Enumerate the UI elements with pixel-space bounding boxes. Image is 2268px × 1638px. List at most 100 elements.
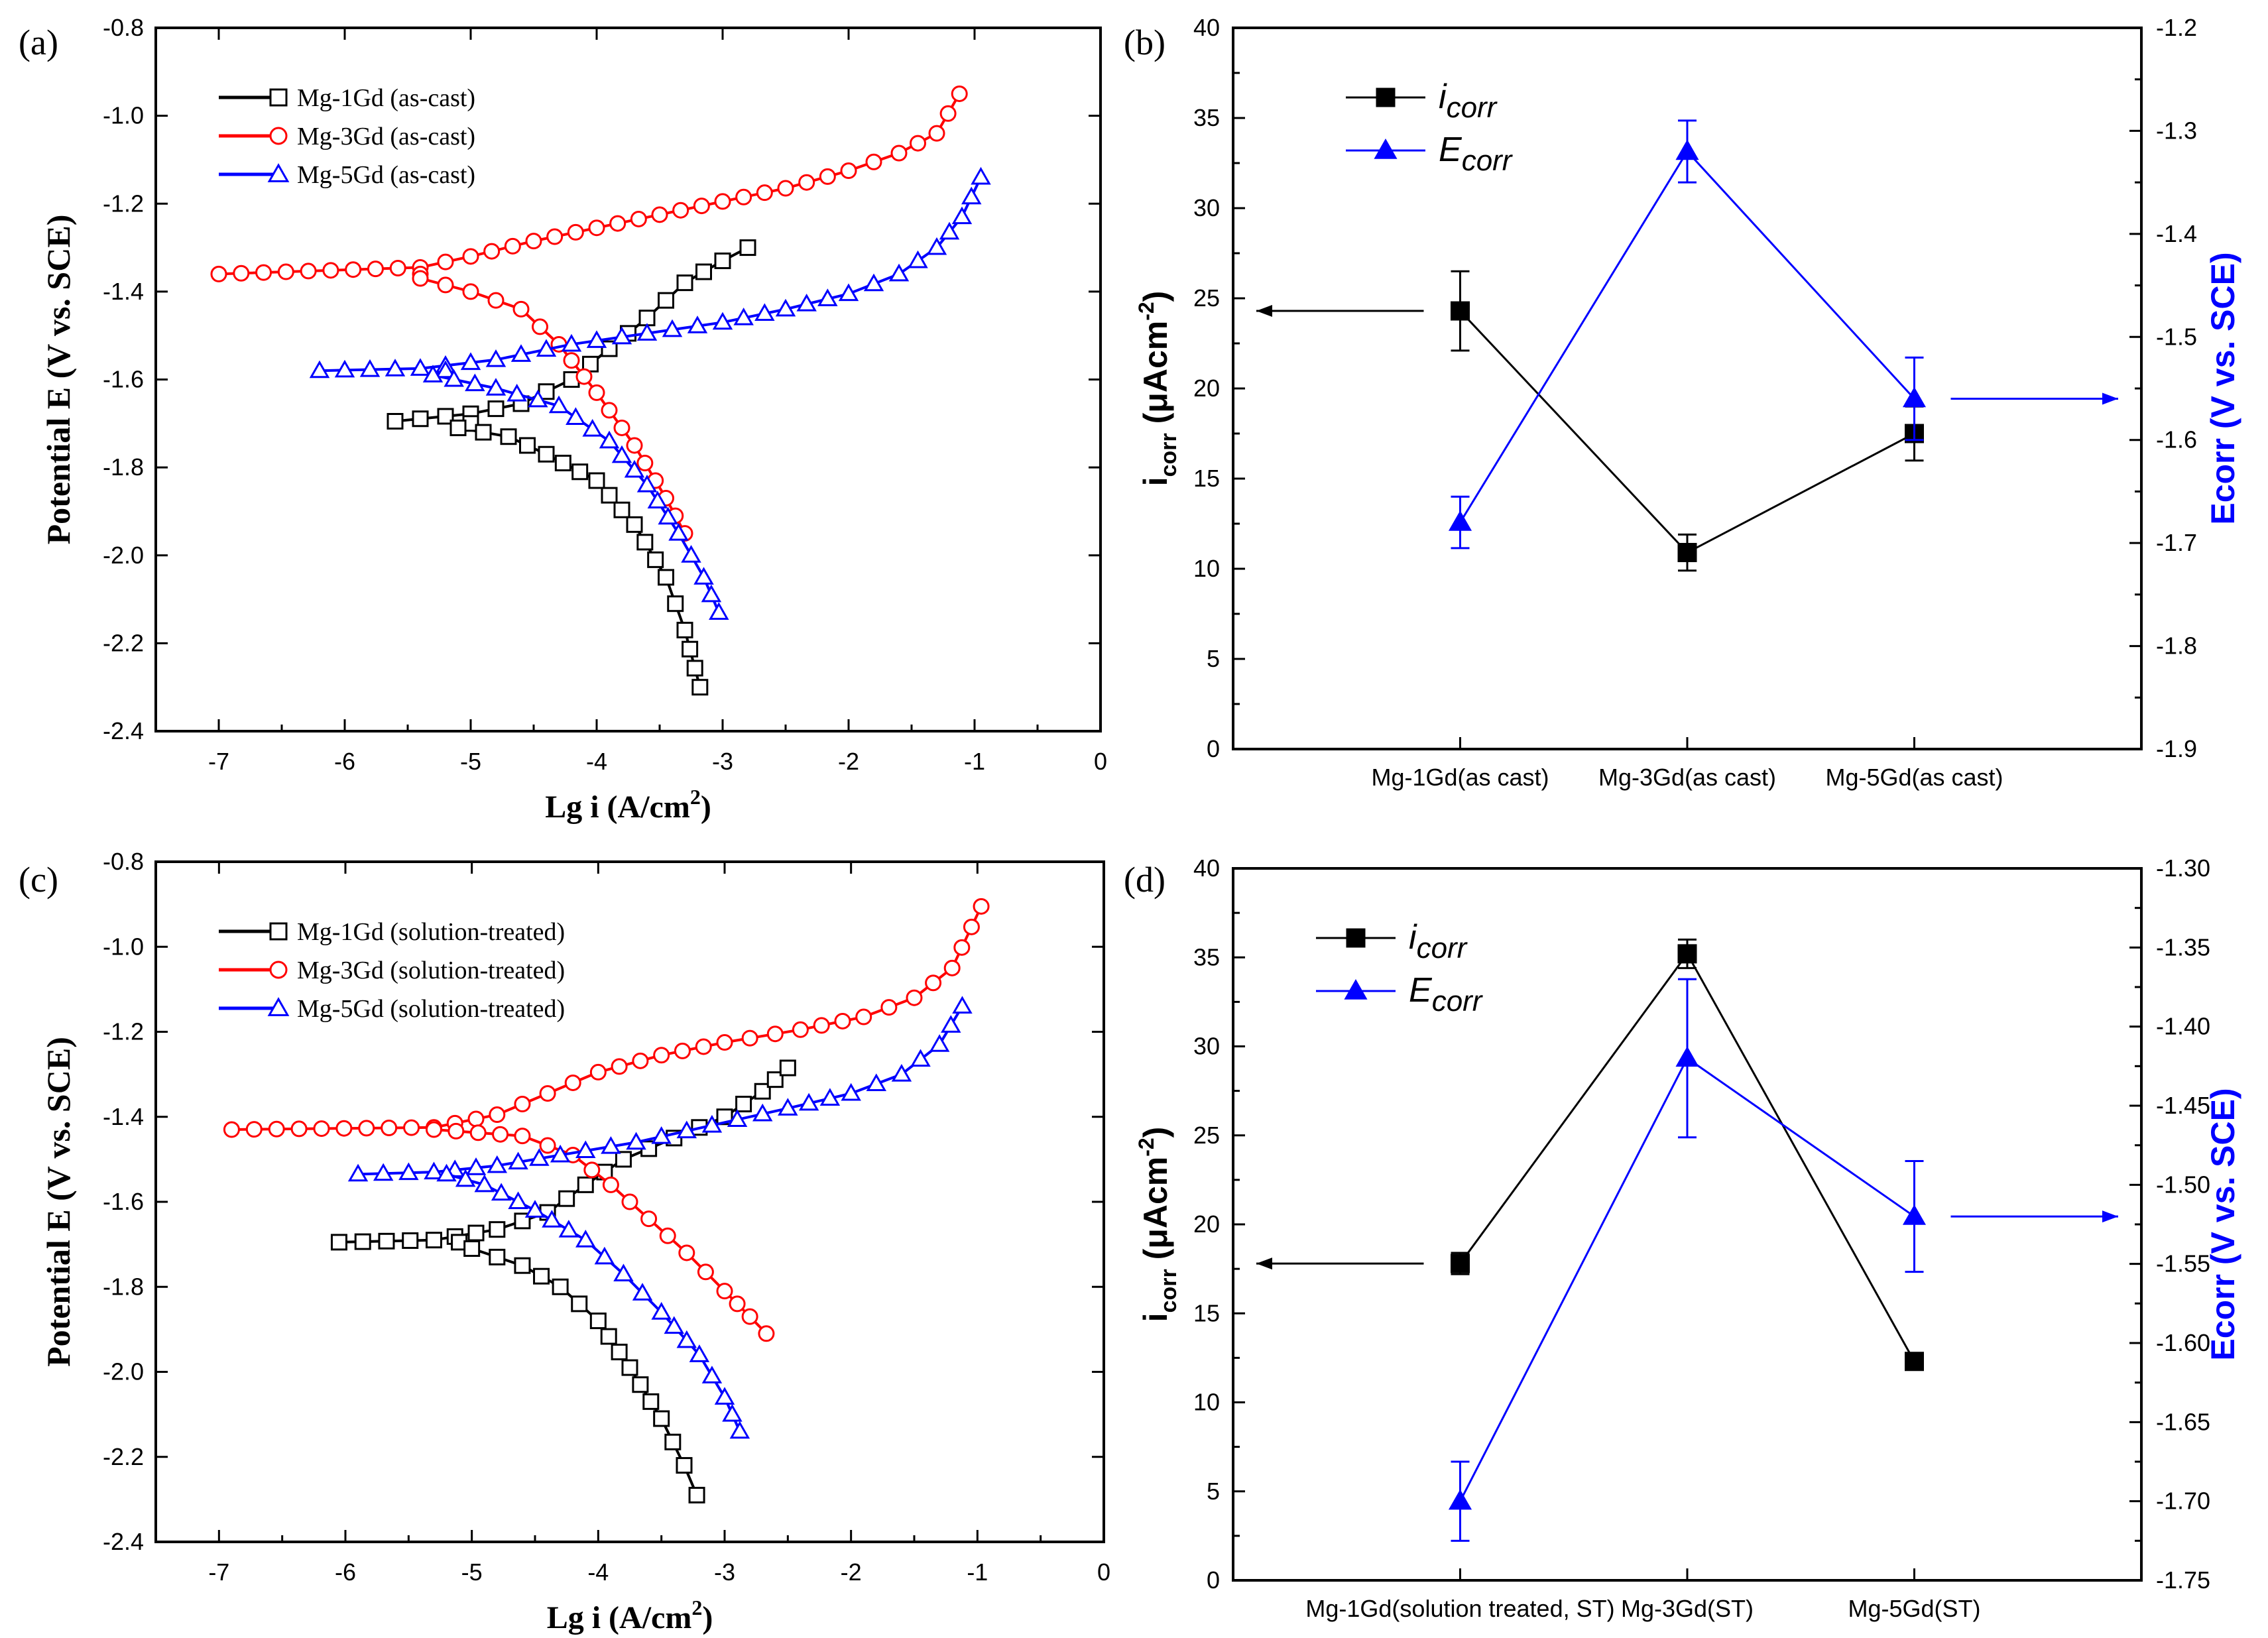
y-right-tick-label: -1.75 <box>2156 1566 2210 1594</box>
data-point <box>529 1148 550 1166</box>
data-point <box>973 898 990 915</box>
data-point <box>487 1155 508 1173</box>
data-point <box>233 264 250 282</box>
x-axis-label: Lg i (A/cm2) <box>547 1596 713 1635</box>
data-point <box>939 221 960 240</box>
legend-label-sub: corr <box>1432 985 1484 1018</box>
data-point <box>766 1071 784 1088</box>
data-point <box>676 621 693 638</box>
data-point <box>640 1210 658 1228</box>
data-point <box>589 1063 607 1081</box>
data-point <box>1451 301 1470 321</box>
data-point <box>474 1174 495 1193</box>
y-right-tick-label: -1.9 <box>2156 735 2197 762</box>
data-point <box>865 153 882 170</box>
series-2 <box>347 996 973 1439</box>
data-point <box>682 640 699 658</box>
x-tick-label: -1 <box>967 1558 988 1586</box>
y-right-tick-label: -1.7 <box>2156 529 2197 556</box>
axis-arrow-head <box>2102 392 2118 405</box>
data-point <box>697 1263 714 1281</box>
data-point <box>676 1120 697 1139</box>
y-right-tick-label: -1.65 <box>2156 1408 2210 1435</box>
panel-label: (c) <box>19 860 58 900</box>
data-point <box>709 602 729 620</box>
legend-marker <box>1374 139 1398 159</box>
series-1 <box>223 898 990 1342</box>
data-point <box>1905 1352 1924 1372</box>
data-point <box>866 1073 887 1092</box>
data-point <box>662 319 683 337</box>
data-point <box>1677 944 1697 964</box>
data-point <box>672 202 689 219</box>
data-point <box>735 188 752 205</box>
data-point <box>589 1313 607 1330</box>
y-left-tick-label: 0 <box>1207 735 1220 762</box>
y-left-tick-label: 15 <box>1193 465 1220 492</box>
x-tick-label: -6 <box>334 748 355 775</box>
x-tick-label: -4 <box>586 748 607 775</box>
x-category-label: Mg-5Gd(as cast) <box>1825 764 2003 791</box>
data-point <box>542 1210 562 1228</box>
data-point <box>1675 139 1699 160</box>
data-point <box>741 1029 758 1047</box>
data-point <box>512 300 530 318</box>
y-right-tick-label: -1.8 <box>2156 632 2197 660</box>
data-point <box>613 419 630 436</box>
data-point <box>546 228 564 245</box>
data-point <box>422 365 444 382</box>
y-left-tick-label: 25 <box>1193 1122 1220 1149</box>
x-axis-label-sup: 2 <box>690 785 701 809</box>
legend-marker <box>269 961 288 979</box>
legend: Mg-1Gd (solution-treated) Mg-3Gd (solutio… <box>219 918 565 1023</box>
data-point <box>358 1120 375 1137</box>
axis-arrow-head <box>1256 305 1272 318</box>
data-point <box>855 1008 872 1025</box>
y-tick-label: -2.4 <box>103 717 144 744</box>
series-2 <box>309 166 991 620</box>
x-tick-label: -2 <box>838 748 859 775</box>
data-point <box>492 1126 509 1143</box>
data-point <box>647 491 668 508</box>
data-point <box>775 298 796 317</box>
legend-label: Ecorr <box>1409 971 1484 1018</box>
series-1 <box>1448 119 1927 550</box>
data-point <box>819 1088 841 1106</box>
y-left-tick-label: 10 <box>1193 555 1220 582</box>
y-right-tick-label: -1.35 <box>2156 933 2210 961</box>
data-point <box>313 1120 330 1138</box>
y-left-tick-label: 15 <box>1193 1299 1220 1326</box>
legend-label-text: i <box>1439 78 1447 116</box>
data-point <box>210 265 227 282</box>
y-axis-label: Potential E (V vs. SCE) <box>40 1037 77 1367</box>
panel-a: (a) -7 -6 -5 -4 -3 -2 -1 0 -2.4 -2.2 -2.0 -1.8 -1.6 -1… <box>19 14 1107 825</box>
data-point <box>664 1433 682 1450</box>
data-point <box>403 1119 420 1136</box>
data-point <box>373 1163 394 1181</box>
data-point <box>712 312 733 330</box>
data-point <box>385 359 406 377</box>
data-point <box>626 1132 646 1150</box>
x-category-label: Mg-1Gd(solution treated, ST) <box>1305 1595 1614 1622</box>
legend-label: Mg-1Gd (solution-treated) <box>297 918 565 946</box>
data-point <box>819 168 836 185</box>
data-point <box>485 349 507 367</box>
data-point <box>651 206 668 223</box>
y-right-tick-label: -1.6 <box>2156 426 2197 453</box>
y-axis-label: Potential E (V vs. SCE) <box>40 215 77 545</box>
series-line <box>1459 310 1915 554</box>
y-left-label-sub: corr <box>1156 433 1181 477</box>
data-point <box>716 1283 733 1300</box>
data-point <box>575 1140 596 1159</box>
data-point <box>533 1267 550 1285</box>
data-point <box>668 522 689 541</box>
data-point <box>695 263 712 280</box>
legend-label-sub: corr <box>1462 145 1514 177</box>
data-point <box>354 1233 371 1250</box>
data-point <box>309 360 330 379</box>
axis-arrow-head <box>2102 1210 2118 1223</box>
data-point <box>367 261 384 278</box>
y-left-tick-label: 10 <box>1193 1389 1220 1416</box>
data-point <box>658 506 678 525</box>
